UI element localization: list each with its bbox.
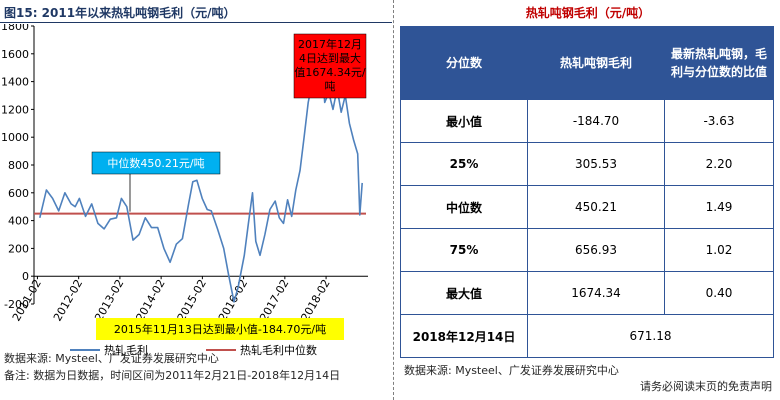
y-tick-label: 600 (8, 187, 29, 200)
y-tick-label: 1200 (1, 103, 29, 116)
title-rule (0, 22, 392, 23)
table-row: 最大值 1674.34 0.40 (400, 271, 774, 315)
row-ratio: 2.20 (664, 142, 774, 186)
table-panel: 热轧吨钢毛利（元/吨） 分位数 热轧吨钢毛利 最新热轧吨钢，毛利与分位数的比值 … (396, 0, 780, 400)
annotation-median-text: 中位数450.21元/吨 (107, 156, 204, 170)
annotation-max-text: 2017年12月 (298, 37, 362, 51)
y-tick-label: 1400 (1, 76, 29, 89)
x-tick-label: 2013-02 (92, 277, 126, 323)
header-ratio: 最新热轧吨钢，毛利与分位数的比值 (664, 26, 774, 100)
x-tick-label: 2014-02 (133, 277, 167, 323)
table-row: 中位数 450.21 1.49 (400, 185, 774, 229)
y-tick-label: 1800 (1, 24, 29, 33)
header-margin: 热轧吨钢毛利 (527, 26, 665, 100)
row-margin: 1674.34 (527, 271, 665, 315)
annotation-min-text: 2015年11月13日达到最小值-184.70元/吨 (114, 322, 326, 336)
header-quantile: 分位数 (400, 26, 528, 100)
row-label: 25% (400, 142, 528, 186)
table-row: 最小值 -184.70 -3.63 (400, 99, 774, 143)
legend-label-margin: 热轧毛利 (104, 343, 148, 357)
x-tick-label: 2018-02 (298, 277, 332, 323)
y-tick-label: 200 (8, 242, 29, 255)
y-tick-label: 800 (8, 159, 29, 172)
row-margin: -184.70 (527, 99, 665, 143)
annotation-max-text: 4日达到最大 (299, 51, 361, 65)
figure-source: 数据来源: Mysteel、广发证券发展研究中心 (4, 352, 219, 365)
latest-date: 2018年12月14日 (400, 314, 528, 358)
x-tick-label: 2012-02 (51, 277, 85, 323)
latest-value: 671.18 (527, 314, 774, 358)
x-tick-label: 2017-02 (257, 277, 291, 323)
row-label: 75% (400, 228, 528, 272)
table-row: 75% 656.93 1.02 (400, 228, 774, 272)
table-header-row: 分位数 热轧吨钢毛利 最新热轧吨钢，毛利与分位数的比值 (400, 26, 774, 100)
table-row: 25% 305.53 2.20 (400, 142, 774, 186)
panel-divider (393, 0, 395, 400)
annotation-max-text: 值1674.34元/ (294, 66, 365, 79)
legend-label-median: 热轧毛利中位数 (240, 343, 317, 357)
table-source: 数据来源: Mysteel、广发证券发展研究中心 (404, 364, 619, 377)
row-label: 最大值 (400, 271, 528, 315)
annotation-max-box (293, 33, 367, 99)
row-margin: 450.21 (527, 185, 665, 229)
row-margin: 656.93 (527, 228, 665, 272)
row-ratio: -3.63 (664, 99, 774, 143)
table-row-latest: 2018年12月14日 671.18 (400, 314, 774, 358)
row-margin: 305.53 (527, 142, 665, 186)
quantile-table: 分位数 热轧吨钢毛利 最新热轧吨钢，毛利与分位数的比值 最小值 -184.70 … (400, 26, 774, 358)
y-tick-label: 400 (8, 215, 29, 228)
table-title: 热轧吨钢毛利（元/吨） (525, 6, 651, 20)
figure-title: 图15: 2011年以来热轧吨钢毛利（元/吨） (4, 6, 236, 20)
row-ratio: 1.49 (664, 185, 774, 229)
disclaimer: 请务必阅读末页的免责声明 (640, 380, 772, 393)
row-ratio: 1.02 (664, 228, 774, 272)
row-label: 最小值 (400, 99, 528, 143)
y-tick-label: -200 (4, 298, 29, 311)
line-chart: -200 0 200 400 600 800 1000 1200 1400 1600 1800 201… (1, 24, 368, 357)
annotation-max-text: 吨 (325, 80, 336, 93)
annotation-min-box (96, 318, 344, 340)
y-tick-label: 1000 (1, 131, 29, 144)
row-ratio: 0.40 (664, 271, 774, 315)
chart-panel: 图15: 2011年以来热轧吨钢毛利（元/吨） -200 0 200 400 600 80… (0, 6, 392, 382)
annotation-median-box (91, 151, 221, 175)
row-label: 中位数 (400, 185, 528, 229)
y-tick-label: 0 (22, 270, 29, 283)
x-tick-label: 2015-02 (175, 277, 209, 323)
figure-note: 备注: 数据为日数据，时间区间为2011年2月21日-2018年12月14日 (4, 369, 341, 382)
y-tick-label: 1600 (1, 48, 29, 61)
